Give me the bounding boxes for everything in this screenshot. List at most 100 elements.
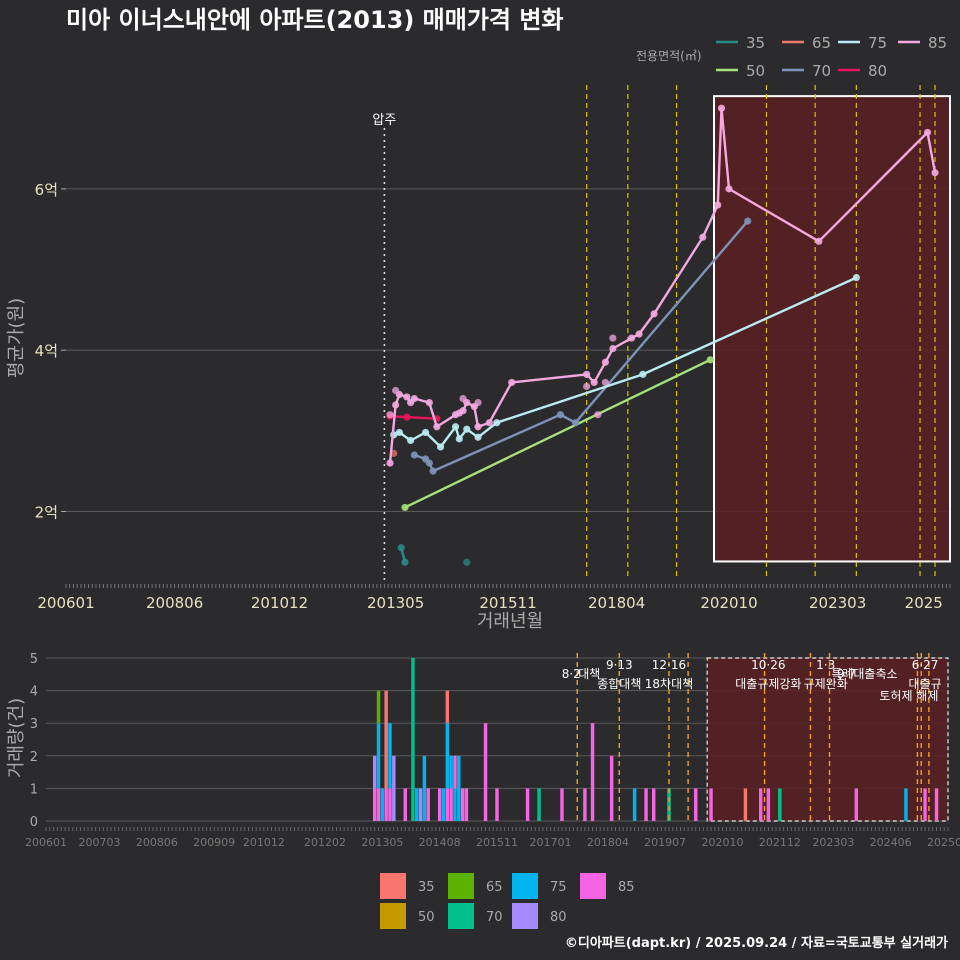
volume-bar-65: [376, 690, 381, 724]
event-date: 6·27: [912, 658, 939, 672]
volume-bar-85: [483, 723, 488, 821]
volume-bar-35: [445, 690, 450, 724]
data-point-35: [397, 544, 405, 552]
volume-bar-85: [525, 788, 530, 821]
legend-label-35: 35: [746, 34, 765, 52]
data-point-85: [386, 411, 394, 419]
data-point-85: [583, 382, 591, 391]
x-tick-label: 201012: [251, 594, 308, 612]
volume-bar-85: [426, 788, 430, 821]
data-point-85: [508, 378, 516, 387]
volume-y-axis-title: 거래량(건): [6, 698, 27, 778]
volume-bar-85: [453, 755, 457, 789]
volume-x-tick-label: 201804: [587, 836, 629, 849]
data-point-85: [628, 334, 636, 342]
volume-y-tick-label: 1: [30, 782, 38, 797]
volume-x-tick-label: 202303: [812, 836, 854, 849]
volume-x-tick-label: 200601: [25, 836, 67, 849]
data-point-70: [410, 451, 418, 459]
data-point-85: [392, 386, 400, 395]
volume-bar-75: [445, 723, 450, 789]
volume-legend-swatch-75: [512, 873, 538, 899]
event-label: 대출규제강화: [735, 677, 801, 691]
volume-legend-label-50: 50: [418, 910, 435, 925]
data-point-85: [601, 358, 609, 366]
volume-bar-85: [694, 788, 698, 821]
data-point-75: [463, 425, 471, 433]
x-tick-label: 201305: [367, 594, 424, 612]
volume-bar-85: [583, 788, 587, 821]
data-point-80: [403, 413, 411, 421]
volume-bar-85: [464, 788, 469, 821]
volume-bar-85: [759, 788, 763, 821]
volume-highlight-region: [706, 657, 949, 822]
event-label: 토허제 해제: [879, 689, 938, 703]
volume-bar-85: [709, 788, 713, 821]
data-point-85: [594, 411, 602, 419]
volume-x-tick-label: 202010: [702, 836, 744, 849]
data-point-75: [421, 428, 430, 437]
data-point-85: [815, 237, 823, 245]
volume-bar-75: [453, 788, 457, 821]
data-point-85: [583, 370, 591, 378]
data-point-85: [699, 233, 707, 241]
volume-highlight-box: [706, 657, 949, 822]
volume-x-tick-label: 200703: [79, 836, 121, 849]
volume-x-tick-label: 201511: [476, 836, 518, 849]
volume-bar-85: [590, 723, 595, 821]
data-point-85: [459, 394, 467, 403]
volume-legend-swatch-85: [580, 873, 606, 899]
volume-x-tick-label: 201907: [644, 836, 686, 849]
y-axis-title: 평균가(원): [6, 298, 27, 378]
volume-bar-80: [372, 755, 377, 789]
volume-bar-85: [437, 788, 442, 821]
data-point-75: [407, 436, 415, 445]
data-point-75: [474, 433, 482, 441]
data-point-85: [386, 459, 394, 467]
volume-axes: 0 1 2 3 4 5 200601 200703 200806 200909 201012 2012…: [25, 652, 960, 849]
volume-legend-label-80: 80: [550, 910, 567, 925]
footer-credit: ©디아파트(dapt.kr) / 2025.09.24 / 자료=국토교통부 실…: [565, 935, 948, 951]
volume-bar-85: [449, 788, 453, 821]
x-tick-label: 200806: [146, 594, 203, 612]
data-point-75: [395, 428, 403, 437]
volume-bar-85: [934, 788, 939, 821]
x-axis-title: 거래년월: [477, 611, 543, 632]
volume-x-tick-label: 201701: [530, 836, 572, 849]
volume-bar-85: [923, 788, 927, 821]
volume-bar-75: [449, 755, 453, 789]
data-point-85: [601, 378, 609, 387]
volume-legend: 35 65 75 85 50 70 80: [380, 873, 635, 929]
volume-bar-85: [495, 788, 499, 821]
event-label: 대책: [578, 666, 600, 681]
volume-y-tick-label: 4: [30, 685, 38, 700]
data-point-50: [706, 356, 714, 364]
data-point-75: [639, 370, 647, 378]
data-point-85: [474, 423, 482, 431]
volume-bar-75: [415, 788, 419, 821]
volume-y-tick-label: 5: [30, 652, 38, 667]
volume-x-tick-label: 200909: [193, 836, 235, 849]
volume-bar-85: [854, 788, 858, 821]
data-point-35: [401, 558, 409, 566]
legend-label-75: 75: [868, 34, 887, 52]
volume-bar-75: [457, 755, 461, 821]
data-point-50: [401, 503, 409, 512]
data-point-85: [635, 330, 643, 338]
data-point-85: [609, 344, 617, 353]
legend-title: 전용면적(㎡): [636, 49, 702, 63]
volume-x-tick-label: 202509: [927, 836, 960, 849]
volume-x-tick-label: 202112: [759, 836, 801, 849]
data-point-35: [463, 558, 471, 566]
data-point-85: [650, 310, 658, 318]
volume-bar-75: [632, 788, 637, 821]
volume-x-tick-label: 201408: [419, 836, 461, 849]
volume-bar-70: [537, 788, 541, 821]
volume-bar-70: [411, 658, 415, 821]
series-line-50: [404, 358, 711, 509]
data-point-85: [410, 394, 418, 403]
data-point-85: [725, 185, 733, 193]
volume-bar-85: [372, 788, 377, 821]
data-point-75: [436, 443, 445, 451]
